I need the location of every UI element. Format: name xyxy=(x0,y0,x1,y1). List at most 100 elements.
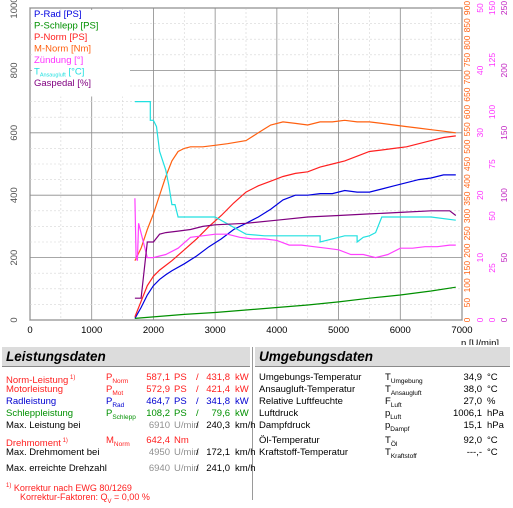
right-axis-tick-0: 200 xyxy=(462,243,472,257)
row-separator: / xyxy=(196,372,199,383)
row-value-1: 108,2 xyxy=(146,408,170,419)
umgebung-row: Kraftstoff-Temperatur TKraftstoff ---,- °C xyxy=(255,447,510,460)
leistung-row: Max. Leistung bei 6910 U/min/ 240,3 km/h xyxy=(2,420,256,432)
row-label: Motorleistung xyxy=(6,384,64,395)
umgebung-row: Luftdruck pLuft 1006,1 hPa xyxy=(255,408,510,421)
x-tick-label: 7000 xyxy=(451,325,472,336)
right-axis-tick-0: 250 xyxy=(462,226,472,240)
env-symbol: pLuft xyxy=(385,408,402,421)
legend-entry: P-Norm [PS] xyxy=(34,32,87,43)
x-tick-label: 0 xyxy=(27,325,32,336)
legend-box xyxy=(32,10,130,97)
right-axis-tick-2: 0 xyxy=(487,317,497,322)
env-symbol: TÖl xyxy=(385,435,398,448)
row-unit-2: km/h xyxy=(235,420,256,431)
footnote-text: Korrektur nach EWG 80/1269 xyxy=(11,483,132,493)
right-axis-tick-0: 600 xyxy=(462,105,472,119)
row-unit-2: km/h xyxy=(235,447,256,458)
env-unit: °C xyxy=(487,372,498,383)
row-separator: / xyxy=(196,408,199,419)
left-tick-label: 600 xyxy=(9,125,20,141)
footnote-factor: Korrektur-Faktoren: QV = 0,00 % xyxy=(20,491,150,505)
env-symbol: TKraftstoff xyxy=(385,447,417,460)
grid xyxy=(29,7,463,321)
row-value-1: 464,7 xyxy=(146,396,170,407)
umgebung-row: Dampfdruck pDampf 15,1 hPa xyxy=(255,420,510,433)
symbol-subscript: Schlepp xyxy=(112,413,136,421)
right-axis-tick-2: 125 xyxy=(487,53,497,67)
row-value-2: 241,0 xyxy=(206,463,230,474)
x-axis-label: n [U/min] xyxy=(461,338,499,345)
footnote-correction: 1) Korrektur nach EWG 80/1269 xyxy=(6,480,132,493)
env-unit: °C xyxy=(487,435,498,446)
series-line-3 xyxy=(134,119,456,261)
legend: P-Rad [PS]P-Schlepp [PS]P-Norm [PS]M-Nor… xyxy=(32,9,130,97)
row-separator: / xyxy=(196,384,199,395)
right-axis-tick-0: 700 xyxy=(462,70,472,84)
env-symbol-subscript: Umgebung xyxy=(390,377,423,385)
env-symbol-subscript: Ansaugluft xyxy=(390,389,422,397)
row-value-2: 421,4 xyxy=(206,384,230,395)
right-axis-tick-1: 10 xyxy=(475,253,485,263)
right-axis-tick-0: 500 xyxy=(462,139,472,153)
row-symbol: PMot xyxy=(106,384,124,397)
leistung-row: Drehmoment 1) MNorm 642,4 Nm xyxy=(2,435,250,449)
x-tick-label: 3000 xyxy=(205,325,226,336)
row-unit-2: kW xyxy=(235,396,249,407)
right-axis-tick-0: 400 xyxy=(462,174,472,188)
legend-entry: TAnsaugluft [°C] xyxy=(34,67,84,79)
env-value: ---,- xyxy=(466,447,482,458)
row-value-1: 642,4 xyxy=(146,435,170,446)
umgebungsdaten-title: Umgebungsdaten xyxy=(255,347,510,367)
row-value-2: 79,6 xyxy=(211,408,231,419)
row-value-2: 240,3 xyxy=(206,420,230,431)
leistungsdaten-panel: Leistungsdaten Norm-Leistung 1) PNorm 587,… xyxy=(2,347,256,505)
right-axis-tick-2: 75 xyxy=(487,159,497,169)
env-symbol-subscript: Kraftstoff xyxy=(390,452,417,460)
env-label: Umgebungs-Temperatur xyxy=(259,372,362,383)
right-axis-tick-0: 0 xyxy=(462,317,472,322)
leistungsdaten-title: Leistungsdaten xyxy=(2,347,250,367)
row-symbol: PRad xyxy=(106,396,125,409)
leistung-row: Max. Drehmoment bei 4950 U/min/ 172,1 km/h xyxy=(2,447,256,459)
env-symbol: pDampf xyxy=(385,420,410,433)
umgebung-row: Relative Luftfeuchte FLuft 27,0% xyxy=(255,396,510,409)
right-axis-tick-3: 200 xyxy=(499,63,509,77)
right-axis-tick-2: 150 xyxy=(487,1,497,15)
symbol-subscript: Rad xyxy=(112,401,125,409)
right-axis-tick-0: 900 xyxy=(462,1,472,15)
x-tick-label: 1000 xyxy=(81,325,102,336)
leistung-row: Motorleistung PMot 572,9 PS / 421,4 kW xyxy=(2,384,250,397)
right-axis-tick-3: 0 xyxy=(499,317,509,322)
row-unit-1: PS xyxy=(174,408,187,419)
x-tick-label: 4000 xyxy=(266,325,287,336)
row-separator: / xyxy=(196,447,199,458)
env-label: Relative Luftfeuchte xyxy=(259,396,343,407)
right-axis-tick-0: 100 xyxy=(462,278,472,292)
series-line-1 xyxy=(134,286,456,319)
env-value: 34,9 xyxy=(463,372,483,383)
row-unit-1: PS xyxy=(174,372,187,383)
umgebung-row: Umgebungs-Temperatur TUmgebung 34,9 °C xyxy=(255,372,510,385)
env-symbol: TUmgebung xyxy=(385,372,423,385)
row-unit-2: km/h xyxy=(235,463,256,474)
row-label: Radleistung xyxy=(6,396,57,407)
row-value-1: 6910 xyxy=(148,420,170,431)
env-unit: hPa xyxy=(487,408,504,419)
right-axis-tick-3: 50 xyxy=(499,253,509,263)
left-tick-label: 400 xyxy=(9,187,20,203)
symbol-subscript: Norm xyxy=(112,377,129,385)
row-symbol: MNorm xyxy=(106,435,130,448)
left-tick-label: 200 xyxy=(9,250,20,266)
row-value-1: 4950 xyxy=(148,447,170,458)
right-axis-tick-0: 50 xyxy=(462,298,472,308)
left-tick-label: 0 xyxy=(9,317,20,322)
symbol-subscript: Norm xyxy=(113,440,130,448)
series-line-5 xyxy=(134,100,456,244)
panel-divider xyxy=(252,347,253,500)
env-value: 38,0 xyxy=(463,384,483,395)
legend-entry: P-Rad [PS] xyxy=(34,9,82,20)
env-unit: % xyxy=(487,396,496,407)
right-axis-tick-1: 50 xyxy=(475,3,485,13)
